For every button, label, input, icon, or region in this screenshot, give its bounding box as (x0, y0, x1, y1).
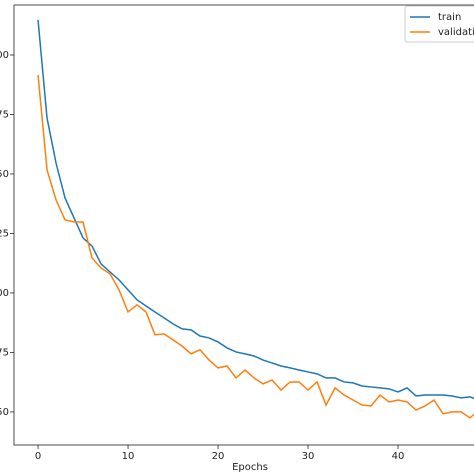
legend-label: train (438, 12, 461, 23)
y-tick-label: 50 (0, 407, 9, 418)
plot-frame (13, 4, 474, 446)
y-tick-label: 75 (0, 109, 9, 120)
x-tick-label: 40 (392, 451, 405, 462)
legend-label: validation (438, 27, 474, 38)
x-tick-label: 10 (122, 451, 135, 462)
y-tick-label: 00 (0, 288, 9, 299)
x-tick-label: 0 (35, 451, 41, 462)
line-series (37, 74, 474, 419)
x-tick-label: 30 (302, 451, 315, 462)
x-axis-label: Epochs (232, 462, 268, 473)
y-tick-label: 50 (0, 169, 9, 180)
y-tick-label: 75 (0, 347, 9, 358)
x-tick-label: 20 (212, 451, 225, 462)
line-series (37, 19, 474, 400)
y-tick-label: 25 (0, 228, 9, 239)
y-tick-label: 00 (0, 50, 9, 61)
legend-box (404, 5, 474, 43)
